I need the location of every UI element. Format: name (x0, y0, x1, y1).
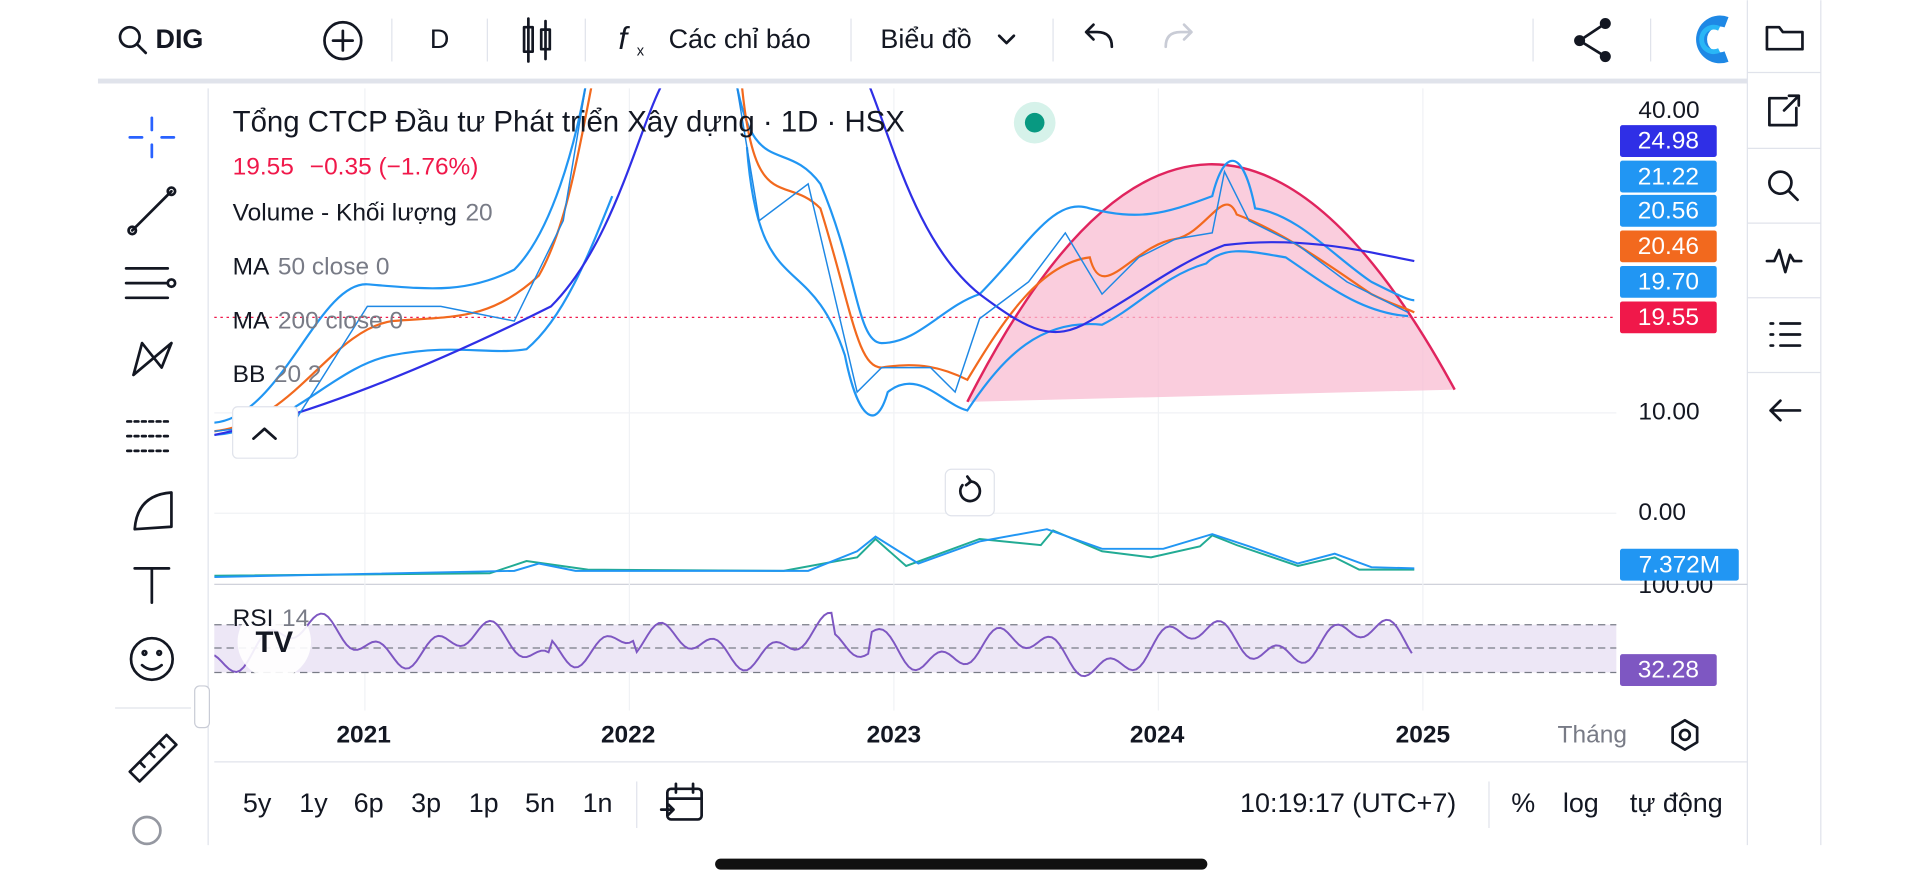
time-label: 2023 (867, 722, 921, 749)
ma-200 (214, 88, 1415, 437)
chart-type-button[interactable]: Biểu đồ (880, 24, 971, 54)
study-legend: Volume - Khối lượng 20 (233, 200, 493, 227)
range-button[interactable]: 5n (525, 788, 555, 818)
undo[interactable] (1084, 23, 1114, 49)
volume-ma (214, 528, 1415, 578)
study-legend: BB 20 2 (233, 362, 322, 389)
time-label: 2025 (1396, 722, 1450, 749)
rsi-levels (214, 624, 1617, 674)
legend-change: −0.35 (−1.76%) (310, 153, 479, 180)
rsi-legend: RSI 14 (233, 605, 310, 632)
rsi-line (214, 611, 1413, 678)
bollinger-upper (214, 88, 1415, 424)
price-badge-text: 19.55 (1638, 304, 1699, 331)
price-badge-text: 19.70 (1638, 269, 1699, 296)
fx-icon-x: x (637, 44, 645, 60)
study-legend: MA 200 close 0 (233, 308, 403, 335)
reset-button[interactable] (944, 468, 995, 517)
price-label: 40.00 (1638, 97, 1699, 124)
app-logo-inner (1699, 24, 1721, 55)
home-indicator (715, 858, 1208, 870)
study-params: 200 close 0 (278, 308, 403, 335)
market-status-dot (1024, 112, 1045, 133)
auto-toggle[interactable]: tự động (1630, 788, 1723, 818)
range-button[interactable]: 1n (583, 788, 613, 818)
collapse-arrow (252, 427, 277, 440)
toolbar-divider (97, 78, 1748, 84)
tv-watermark (237, 605, 312, 679)
study-name: Volume - Khối lượng (233, 200, 457, 227)
price-badge (1620, 194, 1717, 227)
rsi-params: 14 (282, 605, 309, 632)
drawing-tools[interactable] (124, 116, 178, 846)
price-badge-text: 20.56 (1638, 198, 1699, 225)
sidebar-separators (1747, 71, 1821, 374)
price-badge-text: 7.372M (1639, 551, 1721, 578)
price-badge (1620, 548, 1739, 581)
log-toggle[interactable]: log (1563, 788, 1599, 818)
price-badge (1620, 301, 1717, 334)
reset-icon (959, 475, 982, 503)
price-badge-text: 20.46 (1638, 233, 1699, 260)
grid (214, 88, 1617, 711)
study-name: BB (233, 362, 266, 389)
bollinger-lower (214, 147, 1409, 437)
fx-icon[interactable]: f (618, 20, 630, 56)
clock: 10:19:17 (UTC+7) (1240, 788, 1456, 818)
study-name: MA (233, 254, 270, 281)
symbol[interactable]: DIG (156, 24, 204, 54)
study-params: 20 (465, 200, 492, 227)
range-button[interactable]: 5y (243, 788, 272, 818)
range-button[interactable]: 1y (299, 788, 328, 818)
rsi-name: RSI (233, 605, 274, 632)
price-badge (1620, 654, 1717, 686)
share-icon[interactable] (1574, 17, 1611, 63)
range-button[interactable]: 3p (411, 788, 441, 818)
scale-settings[interactable] (1671, 718, 1699, 751)
candle-icon[interactable] (522, 17, 552, 63)
legend-price: 19.55 (233, 153, 294, 180)
price-badge (1620, 265, 1717, 298)
study-name: MA (233, 308, 270, 335)
price-label: 10.00 (1638, 398, 1699, 425)
price-label: 0.00 (1638, 499, 1686, 526)
date-range-icon[interactable] (659, 782, 703, 821)
sidebar-icons[interactable] (1765, 25, 1804, 422)
range-button[interactable]: 1p (469, 788, 499, 818)
time-label: 2021 (336, 722, 390, 749)
time-unit: Tháng (1558, 722, 1627, 749)
time-label: 2024 (1130, 722, 1185, 749)
time-label: 2022 (601, 722, 655, 749)
tv-logo: TV (256, 626, 294, 659)
redo[interactable] (1164, 23, 1193, 49)
percent-toggle[interactable]: % (1511, 788, 1535, 818)
collapse-legend[interactable] (232, 406, 299, 459)
volume-average (214, 529, 1415, 577)
price-badge-text: 21.22 (1638, 163, 1699, 190)
add-symbol[interactable] (323, 20, 363, 61)
study-legend: MA 50 close 0 (233, 254, 390, 281)
study-params: 20 2 (274, 362, 322, 389)
indicators-button[interactable]: Các chỉ báo (669, 24, 811, 54)
price-badge-text: 32.28 (1638, 657, 1699, 684)
price-badge (1620, 160, 1717, 193)
collapse-handle[interactable] (194, 685, 210, 729)
search-icon[interactable] (118, 25, 148, 55)
study-params: 50 close 0 (278, 254, 390, 281)
price-badge (1620, 230, 1717, 263)
chevron[interactable] (997, 34, 1016, 45)
range-button[interactable]: 6p (354, 788, 384, 818)
price-badge-text: 24.98 (1638, 128, 1699, 155)
price-badge (1620, 125, 1717, 157)
legend-title: Tổng CTCP Đầu tư Phát triển Xây dựng · 1… (233, 106, 905, 139)
interval[interactable]: D (430, 24, 449, 54)
